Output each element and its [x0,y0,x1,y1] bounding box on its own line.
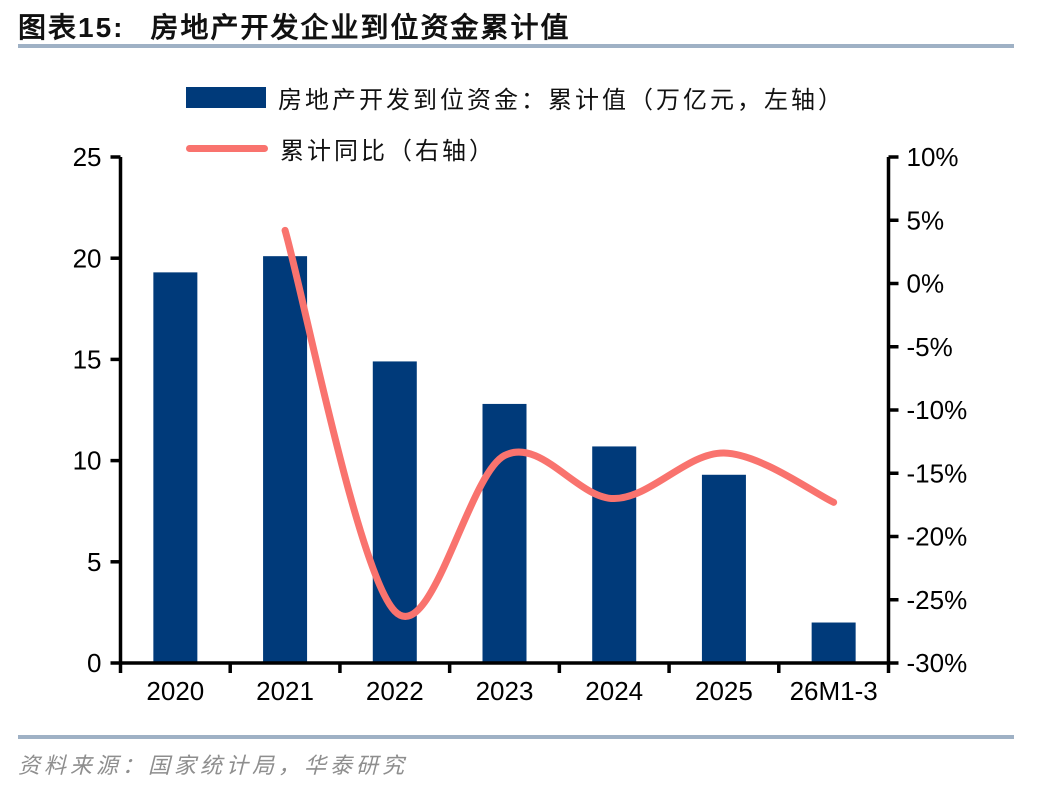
title-divider [18,44,1014,48]
left-tick-label: 25 [73,142,102,172]
footer-divider [18,735,1014,739]
x-label-2025: 2025 [695,676,753,706]
left-tick-label: 10 [73,446,102,476]
left-tick-label: 5 [87,547,101,577]
bar-2025 [701,474,746,663]
legend-item-line-series: 累计同比（右轴） [186,131,845,166]
bar-2024 [592,446,637,663]
bar-series-swatch [186,87,266,108]
legend-label-line-series: 累计同比（右轴） [280,138,496,165]
right-tick-label: 0% [907,269,945,299]
x-label-26M1-3: 26M1-3 [790,676,878,706]
right-tick-label: 5% [907,205,945,235]
x-label-2024: 2024 [585,676,643,706]
x-label-2021: 2021 [256,676,314,706]
bar-2023 [482,403,527,663]
right-tick-label: -30% [907,648,968,678]
line-series-swatch [186,145,268,152]
x-label-2020: 2020 [146,676,204,706]
source-note: 资料来源：国家统计局，华泰研究 [18,753,409,778]
right-tick-label: -15% [907,458,968,488]
left-tick-label: 0 [87,648,101,678]
legend-item-bar-series: 房地产开发到位资金：累计值（万亿元，左轴） [186,80,845,115]
legend-label-bar-series: 房地产开发到位资金：累计值（万亿元，左轴） [278,87,845,114]
x-label-2022: 2022 [366,676,424,706]
trend-line [281,226,838,620]
chart-legend: 房地产开发到位资金：累计值（万亿元，左轴） 累计同比（右轴） [186,80,845,166]
right-tick-label: 10% [907,142,959,172]
figure-number-label: 图表15: [18,12,125,43]
right-tick-label: -5% [907,332,953,362]
bar-2020 [153,272,198,663]
bar-2021 [263,256,308,663]
left-tick-label: 20 [73,243,102,273]
bar-26M1-3 [811,622,856,663]
figure-title: 图表15: 房地产开发企业到位资金累计值 [18,6,571,46]
right-tick-label: -20% [907,522,968,552]
left-tick-label: 15 [73,345,102,375]
figure-title-text: 房地产开发企业到位资金累计值 [150,12,571,43]
right-tick-label: -10% [907,395,968,425]
right-tick-label: -25% [907,585,968,615]
x-label-2023: 2023 [476,676,534,706]
